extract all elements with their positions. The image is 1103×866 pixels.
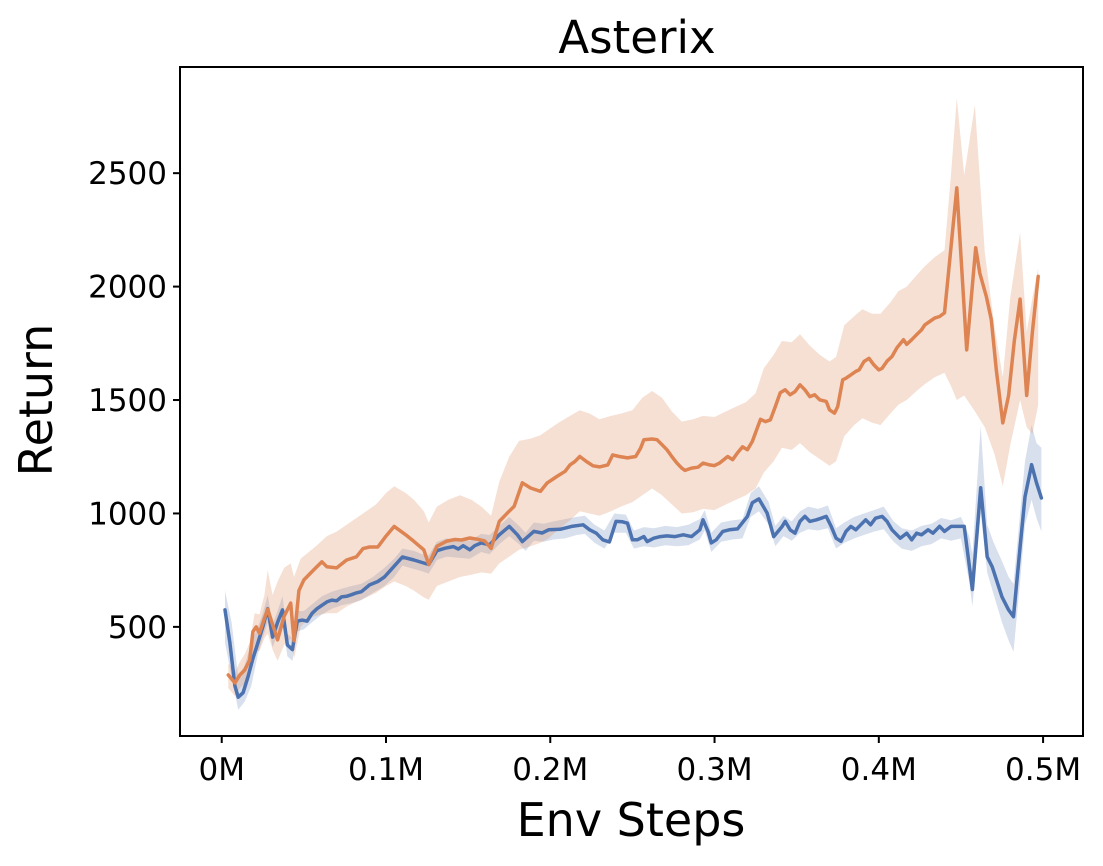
x-tick-label: 0M (198, 752, 244, 788)
x-tick-label: 0.4M (841, 752, 917, 788)
x-tick-label: 0.1M (348, 752, 424, 788)
y-axis-ticks: 500 1000 1500 2000 2500 (88, 156, 180, 646)
x-tick-label: 0.2M (512, 752, 588, 788)
series-orange-agent-line (226, 186, 1040, 685)
series-blue-agent-band (225, 425, 1042, 710)
x-tick-label: 0.3M (677, 752, 753, 788)
confidence-bands (225, 97, 1042, 710)
chart-title: Asterix (558, 11, 715, 64)
y-tick-label: 1500 (88, 383, 167, 419)
y-tick-label: 2500 (88, 156, 167, 192)
x-axis-ticks: 0M 0.1M 0.2M 0.3M 0.4M 0.5M (198, 736, 1081, 788)
y-tick-label: 1000 (88, 496, 167, 532)
y-tick-label: 500 (108, 610, 167, 646)
axes-frame (179, 66, 1084, 737)
series-blue-agent-line (223, 462, 1044, 699)
x-tick-label: 0.5M (1005, 752, 1081, 788)
y-tick-label: 2000 (88, 270, 167, 306)
data-lines (223, 186, 1044, 699)
y-axis-label: Return (9, 324, 63, 477)
x-axis-label: Env Steps (517, 793, 746, 847)
series-orange-agent-band (228, 97, 1039, 697)
